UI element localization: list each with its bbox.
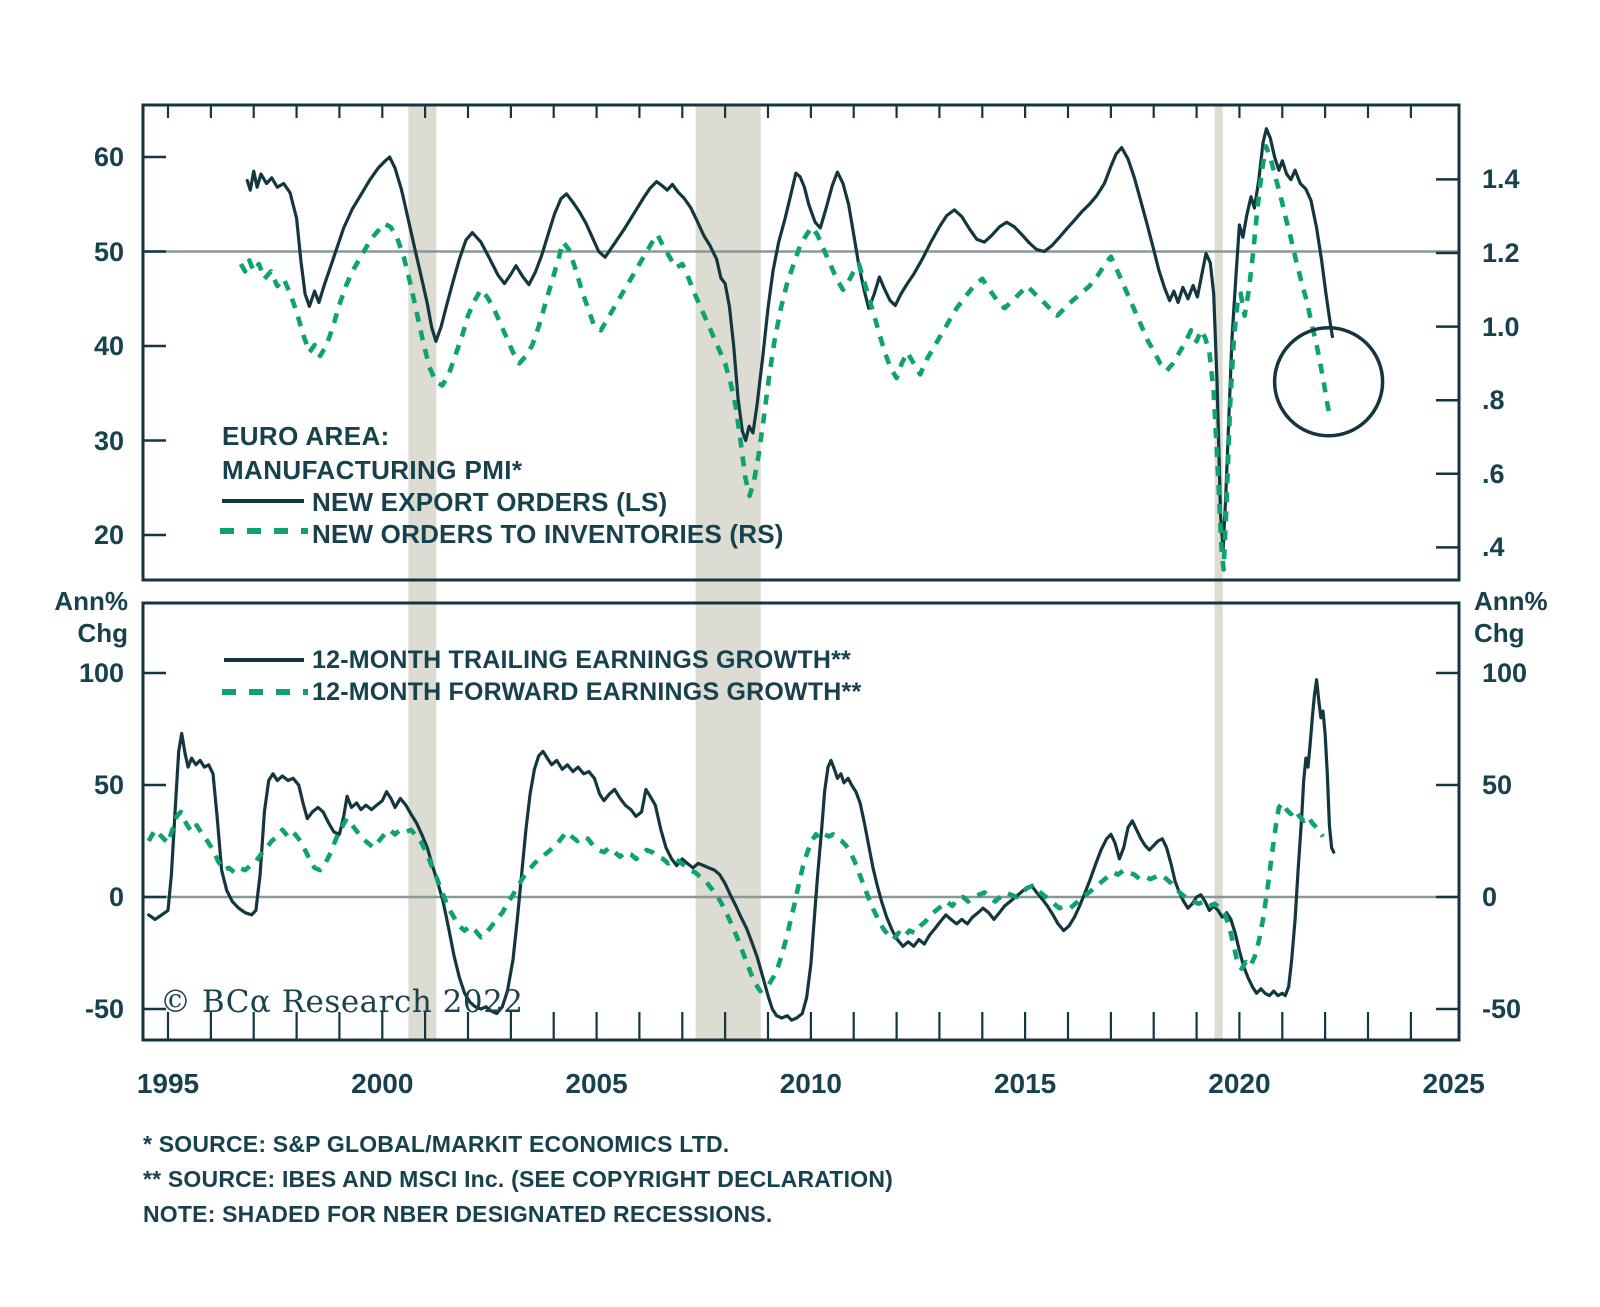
y-axis-label-right: .6 — [1482, 458, 1505, 489]
x-axis-year-label: 2010 — [779, 1068, 842, 1099]
y-axis-label-right: 1.4 — [1482, 164, 1520, 195]
y-axis-label-left: 50 — [93, 236, 124, 267]
y-axis-label-right: -50 — [1482, 994, 1522, 1024]
recession-band — [408, 105, 437, 1040]
recession-band — [695, 105, 761, 1040]
highlight-circle-annotation — [1272, 326, 1385, 438]
right-axis-header-line1: Ann% — [1474, 586, 1548, 616]
right-axis-header-line2: Chg — [1474, 618, 1525, 648]
y-axis-label-left: 20 — [93, 520, 124, 550]
series-12-month-trailing-earnings-growth- — [147, 678, 1336, 1022]
y-axis-label-right: 1.0 — [1482, 311, 1520, 342]
panel-border — [141, 103, 1461, 582]
y-axis-label-left: -50 — [84, 994, 124, 1024]
footnote-source-1: * SOURCE: S&P GLOBAL/MARKIT ECONOMICS LT… — [143, 1131, 730, 1157]
legend-label-trailing-earnings: 12-MONTH TRAILING EARNINGS GROWTH** — [312, 646, 851, 674]
series-new-export-orders-ls- — [245, 127, 1334, 551]
y-axis-label-left: 100 — [78, 658, 124, 688]
x-axis-year-label: 1995 — [136, 1068, 200, 1099]
legend-dashed-line-swatch — [220, 528, 308, 534]
y-axis-label-right: .4 — [1482, 532, 1505, 563]
x-axis-year-label: 2020 — [1208, 1068, 1271, 1099]
footnote-note: NOTE: SHADED FOR NBER DESIGNATED RECESSI… — [143, 1201, 773, 1227]
legend-label-forward-earnings: 12-MONTH FORWARD EARNINGS GROWTH** — [312, 678, 862, 706]
y-axis-label-right: 100 — [1482, 658, 1528, 688]
x-axis-year-label: 2000 — [351, 1068, 414, 1099]
legend-solid-line-swatch — [224, 658, 304, 662]
footnote-source-2: ** SOURCE: IBES AND MSCI Inc. (SEE COPYR… — [143, 1166, 894, 1192]
y-axis-label-left: 60 — [93, 142, 124, 172]
y-axis-label-left: 0 — [108, 882, 124, 912]
x-axis-year-label: 2015 — [993, 1068, 1057, 1099]
panel-border — [141, 601, 1461, 1042]
top-panel-title-line1: EURO AREA: — [222, 421, 390, 451]
left-axis-header-line1: Ann% — [54, 586, 128, 616]
y-axis-label-left: 50 — [93, 770, 124, 800]
y-axis-label-right: 0 — [1482, 882, 1498, 912]
copyright-text: © BCα Research 2022 — [160, 984, 524, 1020]
y-axis-label-right: .8 — [1482, 385, 1505, 416]
series-12-month-forward-earnings-growth- — [146, 800, 1325, 994]
recession-band — [1214, 105, 1223, 1040]
series-new-orders-to-inventories-rs- — [238, 144, 1333, 572]
x-axis-year-label: 2005 — [565, 1068, 628, 1099]
legend-dashed-line-swatch — [222, 689, 308, 695]
y-axis-label-right: 50 — [1482, 770, 1513, 800]
y-axis-label-right: 1.2 — [1482, 238, 1520, 268]
y-axis-label-left: 40 — [93, 331, 124, 361]
legend-label-new-orders-to-inventories: NEW ORDERS TO INVENTORIES (RS) — [312, 519, 784, 549]
left-axis-header-line2: Chg — [77, 618, 128, 648]
legend-label-new-export-orders: NEW EXPORT ORDERS (LS) — [312, 487, 668, 517]
top-panel-title-line2: MANUFACTURING PMI* — [222, 455, 523, 485]
legend-solid-line-swatch — [222, 499, 304, 503]
y-axis-label-left: 30 — [93, 425, 124, 456]
x-axis-year-label: 2025 — [1422, 1068, 1485, 1099]
